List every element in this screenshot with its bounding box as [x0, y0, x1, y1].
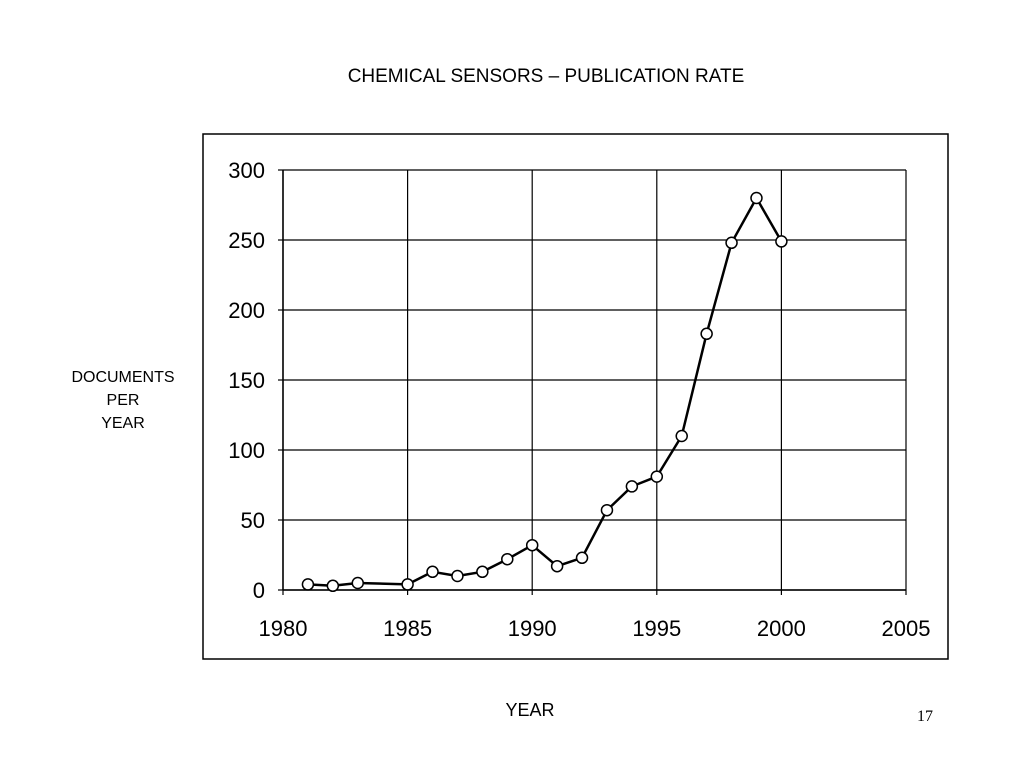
- data-point: [625, 480, 639, 493]
- y-axis-label-line-3: YEAR: [101, 415, 145, 432]
- data-point: [550, 559, 564, 573]
- data-point: [675, 429, 688, 443]
- data-point: [451, 569, 464, 583]
- x-tick-label: 2000: [757, 616, 806, 641]
- chart-frame: [202, 133, 949, 660]
- data-point: [575, 551, 589, 565]
- y-axis-label-line-2: PER: [106, 392, 140, 409]
- y-axis-label-line-1: DOCUMENTS: [71, 369, 175, 386]
- data-point: [426, 565, 439, 579]
- y-tick-label: 100: [228, 438, 265, 463]
- data-point: [476, 565, 489, 579]
- axes: [278, 169, 907, 595]
- page-number: 17: [917, 708, 933, 725]
- x-tick-label: 1985: [383, 616, 432, 641]
- y-axis-label: DOCUMENTS PER YEAR: [54, 366, 192, 435]
- data-point: [750, 191, 763, 205]
- x-tick-label: 1990: [508, 616, 557, 641]
- slide-title: CHEMICAL SENSORS – PUBLICATION RATE: [347, 66, 745, 87]
- data-point: [725, 236, 738, 250]
- data-point: [650, 470, 664, 483]
- y-tick-label: 50: [241, 508, 265, 533]
- data-point: [351, 576, 365, 590]
- data-point: [501, 552, 514, 566]
- x-tick-label: 1980: [259, 616, 308, 641]
- tick-labels: 0 50 100 150 200 250 300 1980 1985 1990 1995 2000 20…: [228, 158, 930, 641]
- x-tick-label: 1995: [632, 616, 681, 641]
- y-tick-label: 0: [253, 578, 265, 603]
- x-axis-label: YEAR: [505, 700, 555, 720]
- y-tick-label: 150: [228, 368, 265, 393]
- data-point: [700, 327, 713, 341]
- y-tick-label: 300: [228, 158, 265, 183]
- data-point: [600, 503, 614, 517]
- y-tick-label: 250: [228, 228, 265, 253]
- data-point: [775, 235, 788, 248]
- data-point: [326, 579, 340, 593]
- data-point: [525, 538, 539, 552]
- series-layer: [301, 191, 788, 593]
- data-point: [401, 578, 414, 591]
- data-point: [301, 578, 315, 591]
- y-tick-label: 200: [228, 298, 265, 323]
- x-tick-label: 2005: [882, 616, 931, 641]
